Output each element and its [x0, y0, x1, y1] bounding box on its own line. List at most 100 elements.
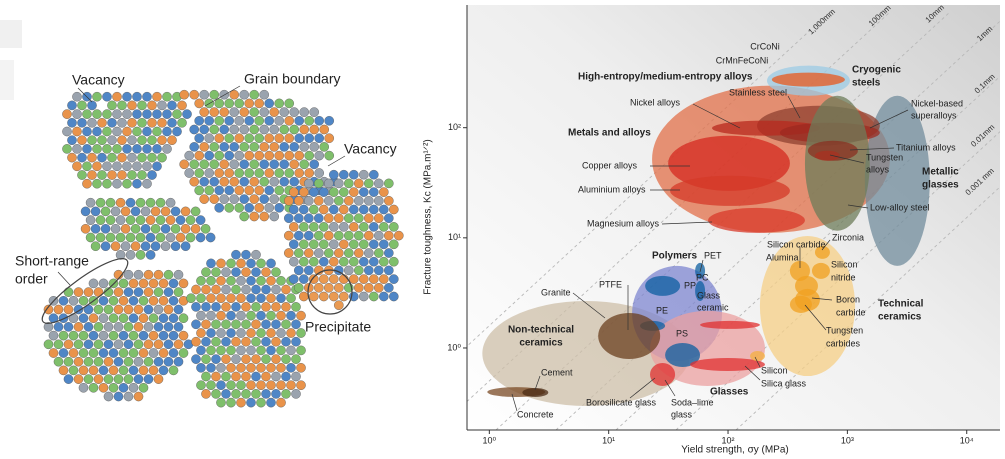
atom [194, 168, 204, 178]
chart-labels: CrCoNi CrMnFeCoNi PTFE Borosilicate glas… [508, 41, 963, 419]
region [695, 280, 706, 301]
atom [137, 100, 147, 111]
atom [219, 107, 229, 117]
atom [148, 313, 159, 324]
atom [246, 310, 256, 321]
atom [196, 362, 206, 373]
atom [123, 356, 134, 367]
atom [173, 322, 184, 332]
atom [211, 389, 221, 399]
atom [324, 116, 335, 126]
atom [261, 336, 271, 347]
atom [107, 118, 117, 128]
atom [117, 135, 127, 145]
leader [754, 356, 761, 368]
atom [168, 313, 179, 324]
atom [266, 397, 276, 408]
atom [209, 124, 219, 135]
atom [309, 107, 320, 117]
atom [291, 371, 301, 382]
atom [178, 313, 189, 324]
atom [135, 197, 146, 208]
atom [293, 195, 304, 206]
atom [229, 107, 239, 117]
atom [152, 126, 162, 137]
atom [206, 345, 216, 356]
atom [162, 126, 172, 137]
atom [165, 197, 176, 208]
atom [229, 159, 239, 170]
atom [165, 232, 176, 243]
region-label: Zirconia [832, 232, 864, 242]
atom [88, 382, 99, 393]
atom [155, 232, 166, 243]
atom [271, 371, 281, 382]
atom [132, 91, 142, 102]
atom [102, 161, 112, 172]
atom [261, 371, 271, 382]
atom [93, 304, 104, 315]
atom [313, 178, 324, 189]
atom [173, 304, 184, 315]
atom [229, 194, 239, 204]
region-label: ceramic [697, 302, 729, 312]
region-label: Silicon [761, 365, 788, 375]
atom [127, 118, 137, 128]
atom [157, 118, 167, 128]
region-label: glasses [922, 180, 959, 191]
atom [333, 213, 344, 223]
atom [63, 304, 74, 315]
atom [148, 330, 159, 341]
atom [244, 185, 254, 196]
atom [189, 142, 199, 152]
atom [298, 291, 309, 302]
atom [271, 336, 281, 347]
atom [348, 256, 359, 267]
region-label: Aluminium alloys [578, 184, 646, 194]
atom [83, 339, 94, 350]
atom [77, 100, 87, 111]
atom [43, 304, 54, 315]
atom [72, 91, 82, 102]
atom [206, 275, 216, 286]
atom [204, 168, 214, 178]
atom [226, 275, 236, 286]
atom [241, 354, 251, 364]
region-label: Metallic [922, 167, 959, 178]
atom [283, 248, 294, 258]
atom [269, 142, 280, 152]
atom [73, 356, 84, 367]
atom [211, 284, 221, 295]
atom-structure [43, 89, 404, 408]
atom [209, 142, 219, 152]
y-tick-label: 10² [448, 122, 461, 132]
atom [62, 144, 72, 154]
atom [180, 206, 191, 217]
atom [226, 362, 236, 373]
atom [107, 170, 117, 180]
atom [299, 107, 310, 117]
atom [378, 204, 389, 215]
region-label: glass [671, 409, 693, 419]
atom [358, 239, 369, 250]
leader [699, 259, 704, 273]
atom [152, 91, 162, 102]
atom [73, 339, 84, 350]
atom [358, 187, 369, 197]
region [811, 262, 830, 279]
region-label: Stainless steel [729, 87, 787, 97]
atom [279, 176, 290, 187]
atom [195, 232, 206, 243]
atom [318, 291, 329, 302]
atom [318, 222, 329, 232]
atom [135, 215, 146, 225]
atom [209, 159, 219, 170]
atom [298, 222, 309, 232]
atom [113, 287, 124, 297]
atom [271, 302, 281, 312]
atom [118, 313, 129, 324]
atom [133, 391, 144, 402]
atom [178, 348, 189, 358]
atom [274, 185, 285, 196]
atom [276, 345, 286, 356]
